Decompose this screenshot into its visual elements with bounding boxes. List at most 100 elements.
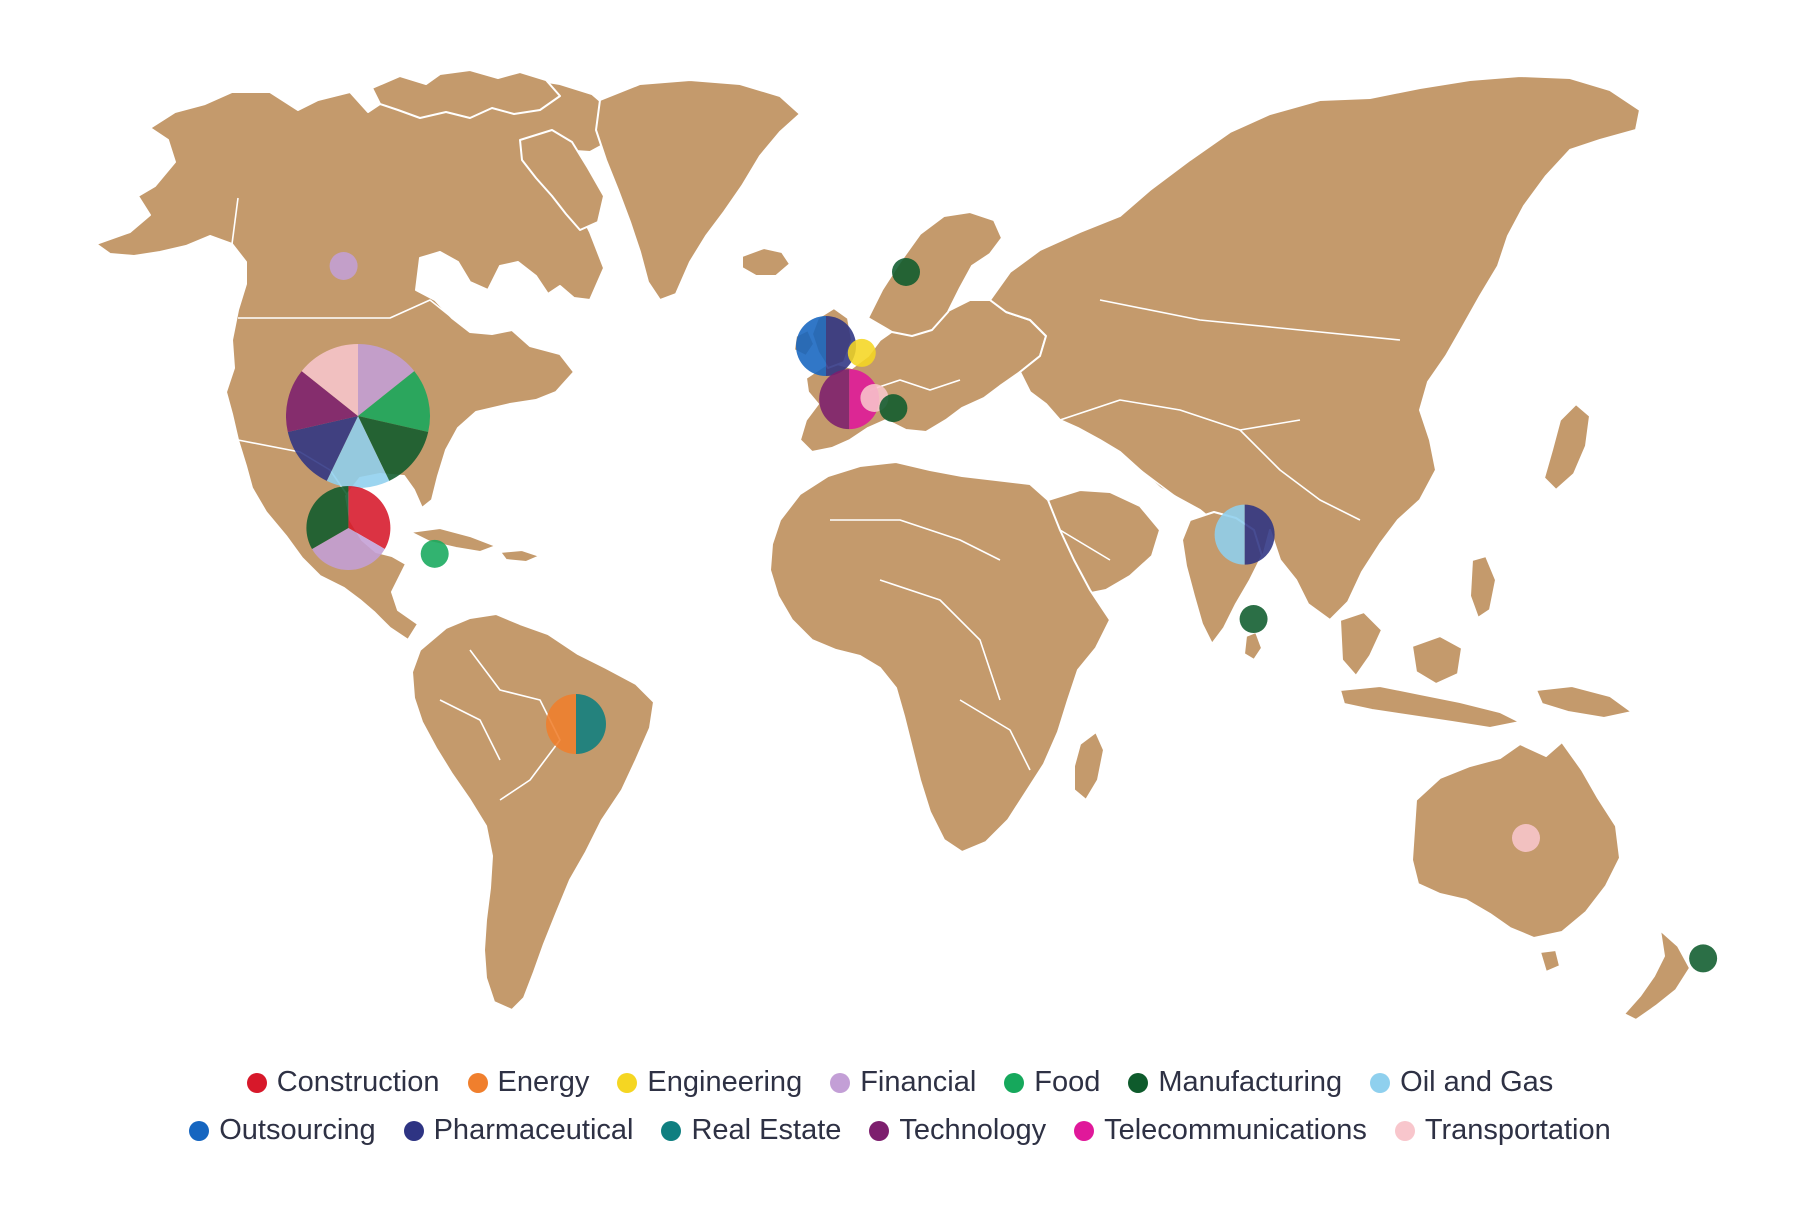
marker-slice <box>358 344 415 416</box>
hispaniola-land <box>499 549 541 563</box>
legend-item: Transportation <box>1394 1114 1611 1147</box>
marker-slice <box>287 416 358 481</box>
legend-label: Transportation <box>1424 1114 1611 1146</box>
marker-sri-lanka <box>1239 605 1268 634</box>
africa-land <box>769 461 1111 853</box>
legend-label: Engineering <box>647 1066 803 1098</box>
legend-swatch <box>467 1072 488 1093</box>
marker-slice <box>348 486 391 549</box>
legend-item: Engineering <box>617 1066 802 1099</box>
legend-label: Oil and Gas <box>1400 1066 1554 1098</box>
legend-swatch <box>1074 1120 1095 1141</box>
marker-india <box>1214 504 1275 565</box>
legend-swatch <box>869 1120 890 1141</box>
legend-item: Pharmaceutical <box>403 1114 634 1147</box>
marker-slice <box>358 416 429 481</box>
legend-item: Energy <box>467 1066 590 1099</box>
legend-label: Financial <box>860 1066 977 1098</box>
legend-swatch <box>1004 1072 1025 1093</box>
marker-slice <box>1512 824 1540 852</box>
sri-lanka-land <box>1243 631 1263 661</box>
marker-netherlands <box>847 338 876 367</box>
legend-label: Food <box>1034 1066 1101 1098</box>
japan-land <box>1543 403 1591 491</box>
marker-slice <box>358 371 431 433</box>
legend-item: Real Estate <box>661 1114 841 1147</box>
legend-item: Oil and Gas <box>1370 1066 1553 1099</box>
marker-sweden <box>892 258 920 286</box>
baffin-island-land <box>519 129 605 231</box>
marker-slice <box>420 539 449 568</box>
legend-item: Financial <box>830 1066 976 1099</box>
legend-swatch <box>246 1072 267 1093</box>
legend-swatch <box>1370 1072 1391 1093</box>
legend-label: Technology <box>899 1114 1047 1146</box>
marker-slice <box>1214 504 1245 565</box>
marker-slice <box>826 316 856 376</box>
world-landmass <box>95 69 1691 1021</box>
marker-slice <box>847 338 876 367</box>
madagascar-land <box>1073 731 1105 801</box>
marker-slice <box>892 258 920 286</box>
marker-new-zealand <box>1689 944 1718 973</box>
marker-slice <box>326 416 390 488</box>
sector-markers <box>286 252 1718 973</box>
tasmania-land <box>1539 949 1561 973</box>
borneo-land <box>1411 635 1463 685</box>
marker-slice <box>796 316 826 376</box>
marker-slice <box>879 394 908 423</box>
scandinavia-land <box>867 211 1003 337</box>
marker-mexico <box>306 486 391 570</box>
legend-label: Real Estate <box>691 1114 842 1146</box>
legend-label: Manufacturing <box>1158 1066 1343 1098</box>
legend-item: Outsourcing <box>189 1114 376 1147</box>
legend-swatch <box>1128 1072 1149 1093</box>
legend-swatch <box>1394 1120 1415 1141</box>
marker-canada <box>329 252 358 280</box>
philippines-land <box>1469 555 1497 619</box>
marker-australia <box>1512 824 1540 852</box>
legend-swatch <box>830 1072 851 1093</box>
marker-united-states <box>286 344 431 488</box>
marker-slice <box>1689 944 1718 973</box>
legend-item: Construction <box>246 1066 440 1099</box>
marker-united-kingdom <box>796 316 856 376</box>
iceland-land <box>741 247 791 277</box>
southeast-asia-land <box>1339 611 1383 677</box>
legend-row-1: Construction Energy Engineering Financial Fo… <box>0 1066 1800 1099</box>
marker-slice <box>546 694 576 754</box>
legend-swatch <box>189 1120 210 1141</box>
marker-dominican-republic <box>420 539 449 568</box>
greenland-land <box>595 79 801 301</box>
marker-slice <box>576 694 606 754</box>
legend-swatch <box>617 1072 638 1093</box>
marker-slice <box>1244 504 1275 565</box>
legend-swatch <box>661 1120 682 1141</box>
new-zealand-land <box>1623 929 1691 1021</box>
legend-label: Construction <box>276 1066 440 1098</box>
marker-slice <box>819 369 850 430</box>
country-borders <box>231 197 1401 801</box>
marker-slice <box>286 371 358 433</box>
legend-label: Energy <box>497 1066 590 1098</box>
marker-italy <box>879 394 908 423</box>
legend-item: Manufacturing <box>1128 1066 1342 1099</box>
legend-item: Food <box>1004 1066 1100 1099</box>
legend-label: Telecommunications <box>1104 1114 1367 1146</box>
marker-slice <box>301 344 358 416</box>
world-map <box>95 69 1718 1021</box>
marker-brazil <box>546 694 606 754</box>
marker-slice <box>306 486 349 549</box>
new-guinea-land <box>1535 685 1633 719</box>
legend-item: Telecommunications <box>1074 1114 1367 1147</box>
legend-item: Technology <box>869 1114 1046 1147</box>
arctic-islands-land <box>371 69 561 119</box>
legend-swatch <box>403 1120 424 1141</box>
indonesia-land <box>1339 685 1521 729</box>
marker-slice <box>329 252 358 280</box>
marker-slice <box>1239 605 1268 634</box>
south-america-land <box>411 613 655 1011</box>
legend-label: Pharmaceutical <box>433 1114 634 1146</box>
legend-row-2: Outsourcing Pharmaceutical Real Estate Tech… <box>0 1114 1800 1147</box>
legend-label: Outsourcing <box>219 1114 376 1146</box>
